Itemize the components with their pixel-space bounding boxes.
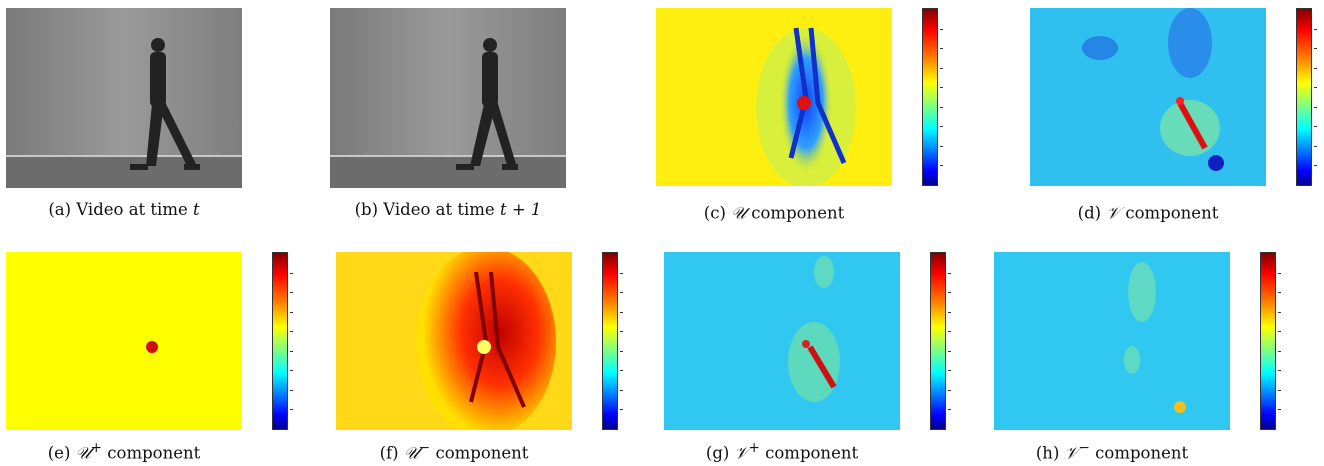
- caption-f: (f) 𝒰− component: [379, 440, 529, 463]
- colorbar-tick: [1314, 106, 1317, 108]
- colorbar-c: [922, 8, 943, 186]
- colorbar-tick: [620, 272, 623, 274]
- caption-b: (b) Video at time t + 1: [354, 200, 542, 219]
- u-component-map: [656, 8, 892, 188]
- colorbar-tick: [940, 48, 943, 50]
- v-component-map: [1030, 8, 1266, 186]
- panel-g: (g) 𝒱+ component: [664, 252, 951, 463]
- panel-a: (a) Video at time t: [6, 8, 242, 219]
- colorbar-tick: [620, 389, 623, 391]
- colorbar-tick: [1278, 292, 1281, 294]
- colorbar-tick: [948, 389, 951, 391]
- colorbar-tick: [1278, 331, 1281, 333]
- v-minus-component-map: [994, 252, 1230, 430]
- video-frame-t-plus-1: [330, 8, 566, 188]
- colorbar-tick: [948, 311, 951, 313]
- walker-figure: [456, 38, 518, 170]
- colorbar-tick: [290, 409, 293, 411]
- caption-e: (e) 𝒰+ component: [47, 440, 201, 463]
- colorbar-tick: [1314, 28, 1317, 30]
- u-minus-component-map: [336, 247, 572, 437]
- colorbar-tick: [290, 292, 293, 294]
- colorbar-tick: [1314, 145, 1317, 147]
- colorbar-tick: [940, 67, 943, 69]
- panel-d: (d) 𝒱 component: [1030, 8, 1317, 223]
- caption-g: (g) 𝒱+ component: [705, 440, 859, 463]
- colorbar-tick: [1314, 165, 1317, 167]
- caption-h: (h) 𝒱− component: [1035, 440, 1189, 463]
- colorbar-tick: [1278, 272, 1281, 274]
- colorbar-f: [602, 252, 623, 430]
- colorbar-d: [1296, 8, 1317, 186]
- walker-figure: [130, 38, 200, 170]
- caption-a: (a) Video at time t: [48, 200, 200, 219]
- panel-h: (h) 𝒱− component: [994, 252, 1281, 463]
- colorbar-tick: [948, 370, 951, 372]
- caption-d: (d) 𝒱 component: [1077, 203, 1219, 223]
- panel-c: (c) 𝒰 component: [656, 8, 943, 223]
- colorbar-tick: [948, 350, 951, 352]
- colorbar-tick: [940, 145, 943, 147]
- colorbar-tick: [1278, 311, 1281, 313]
- colorbar-e: [272, 252, 293, 430]
- colorbar-tick: [290, 331, 293, 333]
- colorbar-tick: [1278, 409, 1281, 411]
- colorbar-tick: [290, 311, 293, 313]
- video-frame-t: [6, 8, 242, 188]
- colorbar-tick: [620, 331, 623, 333]
- colorbar-tick: [620, 409, 623, 411]
- colorbar-g: [930, 252, 951, 430]
- colorbar-tick: [290, 389, 293, 391]
- panel-f: (f) 𝒰− component: [336, 247, 623, 463]
- colorbar-tick: [940, 126, 943, 128]
- panel-e: (e) 𝒰+ component: [6, 252, 293, 463]
- v-plus-component-map: [664, 252, 900, 430]
- colorbar-tick: [620, 370, 623, 372]
- panel-b: (b) Video at time t + 1: [330, 8, 566, 219]
- colorbar-tick: [1278, 389, 1281, 391]
- colorbar-tick: [290, 350, 293, 352]
- colorbar-tick: [290, 370, 293, 372]
- u-plus-component-map: [6, 252, 242, 430]
- colorbar-tick: [620, 350, 623, 352]
- colorbar-tick: [620, 311, 623, 313]
- colorbar-tick: [290, 272, 293, 274]
- colorbar-tick: [948, 331, 951, 333]
- colorbar-tick: [940, 106, 943, 108]
- caption-c: (c) 𝒰 component: [703, 203, 845, 223]
- colorbar-tick: [1314, 126, 1317, 128]
- colorbar-tick: [948, 272, 951, 274]
- colorbar-tick: [1314, 67, 1317, 69]
- colorbar-tick: [620, 292, 623, 294]
- colorbar-tick: [1314, 48, 1317, 50]
- colorbar-tick: [1278, 350, 1281, 352]
- colorbar-tick: [948, 409, 951, 411]
- colorbar-tick: [1278, 370, 1281, 372]
- colorbar-tick: [940, 165, 943, 167]
- colorbar-tick: [940, 87, 943, 89]
- colorbar-tick: [948, 292, 951, 294]
- colorbar-tick: [1314, 87, 1317, 89]
- colorbar-h: [1260, 252, 1281, 430]
- colorbar-tick: [940, 28, 943, 30]
